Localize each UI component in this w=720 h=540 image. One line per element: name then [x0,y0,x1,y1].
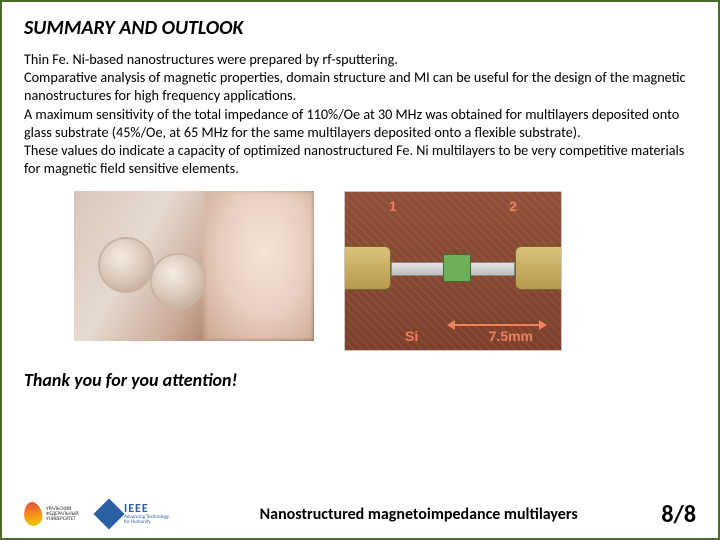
thank-you-text: Thank you for you attention! [24,369,696,391]
label-dimension: 7.5mm [489,328,533,344]
ieee-tagline-2: for Humanity [124,520,169,525]
ieee-diamond-icon [93,498,124,529]
label-si: Si [405,328,418,344]
label-2: 2 [509,198,517,214]
slide-title: SUMMARY AND OUTLOOK [24,16,696,40]
logo-group: УРАЛЬСКИЙФЕДЕРАЛЬНЫЙУНИВЕРСИТЕТ IEEE Adv… [24,498,176,530]
sma-connector-right [515,246,562,290]
ieee-logo-icon: IEEE Advancing Technology for Humanity [98,498,176,530]
ural-university-logo-icon: УРАЛЬСКИЙФЕДЕРАЛЬНЫЙУНИВЕРСИТЕТ [24,499,88,529]
sample-chip [443,254,471,282]
ural-logo-text: УРАЛЬСКИЙФЕДЕРАЛЬНЫЙУНИВЕРСИТЕТ [46,507,79,522]
label-1: 1 [389,198,397,214]
dimension-arrow-icon [453,324,541,326]
flame-icon [22,501,43,527]
photo-pcb-sample: 1 2 Si 7.5mm [344,191,562,351]
image-row: 1 2 Si 7.5mm [24,191,696,351]
footer-bar: УРАЛЬСКИЙФЕДЕРАЛЬНЫЙУНИВЕРСИТЕТ IEEE Adv… [2,490,718,538]
summary-paragraph: Thin Fe. Ni-based nanostructures were pr… [24,50,696,177]
photo-sensors-hand [74,191,314,341]
page-number: 8/8 [661,500,696,529]
footer-title: Nanostructured magnetoimpedance multilay… [176,505,661,524]
slide-frame: SUMMARY AND OUTLOOK Thin Fe. Ni-based na… [0,0,720,540]
sma-connector-left [344,246,391,290]
